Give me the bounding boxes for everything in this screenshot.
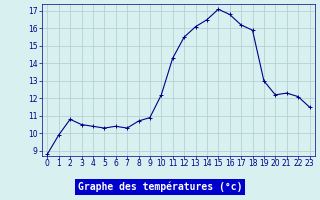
Text: Graphe des températures (°c): Graphe des températures (°c) xyxy=(78,182,242,192)
